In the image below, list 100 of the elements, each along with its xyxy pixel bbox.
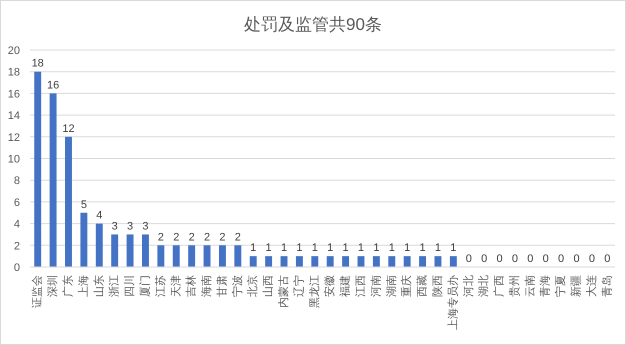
y-tick-label: 0 [14,262,20,274]
data-label: 0 [466,253,472,265]
bar [280,256,288,267]
data-label: 1 [250,242,256,254]
data-label: 2 [173,231,180,244]
x-tick-label: 宁波 [230,275,244,297]
x-tick-label: 云南 [523,275,536,297]
bar [250,256,257,267]
data-label: 1 [434,242,442,254]
y-tick-label: 2 [14,240,20,252]
bar [450,256,457,267]
data-label: 16 [46,79,60,92]
x-tick-label: 新疆 [570,275,583,297]
x-tick-label: 厦门 [138,275,152,297]
data-label: 2 [219,231,226,244]
x-tick-label: 深圳 [46,275,60,297]
data-label: 0 [527,253,534,265]
bar [157,245,164,267]
y-tick-label: 4 [14,218,20,231]
bar [50,93,57,267]
data-label: 1 [296,242,302,254]
data-label: 0 [573,253,580,265]
data-label: 18 [32,58,44,70]
bar [358,256,364,267]
bar [419,256,426,267]
bar [372,256,380,267]
bar [434,256,442,267]
x-tick-label: 贵州 [508,275,521,297]
x-tick-label: 大连 [584,275,598,297]
data-label: 12 [62,122,75,135]
chart-title: 处罚及监管共90条 [244,15,382,34]
data-label: 1 [266,242,272,254]
x-tick-label: 河南 [369,275,382,297]
data-label: 3 [127,220,134,232]
data-label: 3 [142,220,149,232]
data-label: 3 [112,220,118,232]
x-tick-label: 青海 [538,275,552,297]
x-tick-label: 证监会 [32,275,44,308]
data-label: 1 [388,242,395,254]
data-label: 0 [588,253,595,265]
data-label: 2 [234,231,241,244]
y-tick-label: 20 [8,45,20,57]
data-label: 5 [80,198,87,211]
y-tick-label: 8 [14,175,20,188]
y-tick-label: 18 [8,66,20,79]
x-tick-label: 福建 [338,275,352,297]
data-label: 1 [280,242,288,254]
y-tick-label: 16 [8,88,20,100]
data-label: 1 [373,242,380,254]
y-tick-label: 14 [8,110,20,122]
x-tick-label: 天津 [169,275,182,297]
x-tick-label: 黑龙江 [308,275,321,308]
data-label: 0 [512,253,518,265]
bar [96,224,103,267]
data-label: 1 [327,242,334,254]
data-label: 1 [404,242,410,254]
data-label: 1 [342,242,349,254]
bar [188,245,196,267]
bar [265,256,272,267]
x-tick-label: 海南 [200,275,214,297]
bar [342,256,350,267]
x-tick-label: 山西 [262,275,275,297]
x-tick-label: 甘肃 [215,275,228,297]
bar [34,72,42,267]
bar [404,256,411,267]
x-tick-label: 湖北 [477,275,490,297]
data-label: 0 [481,253,488,265]
bar [388,256,396,267]
x-tick-label: 辽宁 [292,275,306,297]
x-tick-label: 广东 [61,275,74,297]
data-label: 1 [312,242,318,254]
y-tick-label: 12 [8,132,20,144]
x-tick-label: 青岛 [600,275,614,297]
x-tick-label: 浙江 [108,275,121,297]
bar [111,234,118,267]
y-tick-label: 6 [14,196,20,209]
x-tick-label: 上海专员办 [446,275,460,330]
data-label: 0 [558,253,564,265]
x-tick-label: 内蒙古 [277,275,290,308]
x-tick-label: 湖南 [384,275,398,297]
x-tick-label: 陕西 [432,275,444,297]
x-tick-label: 重庆 [400,275,414,297]
x-tick-label: 江苏 [154,275,167,297]
bar [234,245,242,267]
x-tick-label: 西藏 [416,275,429,297]
data-label: 4 [96,210,102,222]
bar [142,234,149,267]
data-label: 2 [158,231,164,244]
x-tick-label: 上海 [76,275,90,297]
data-label: 1 [358,242,364,254]
x-tick-label: 四川 [123,275,136,297]
x-tick-label: 吉林 [184,275,198,297]
x-tick-label: 宁夏 [554,275,568,297]
bar [311,256,318,267]
data-label: 0 [496,253,503,265]
bar [126,234,134,267]
data-label: 1 [420,242,426,254]
x-tick-label: 江西 [354,275,367,297]
bar [326,256,334,267]
bar [296,256,303,267]
